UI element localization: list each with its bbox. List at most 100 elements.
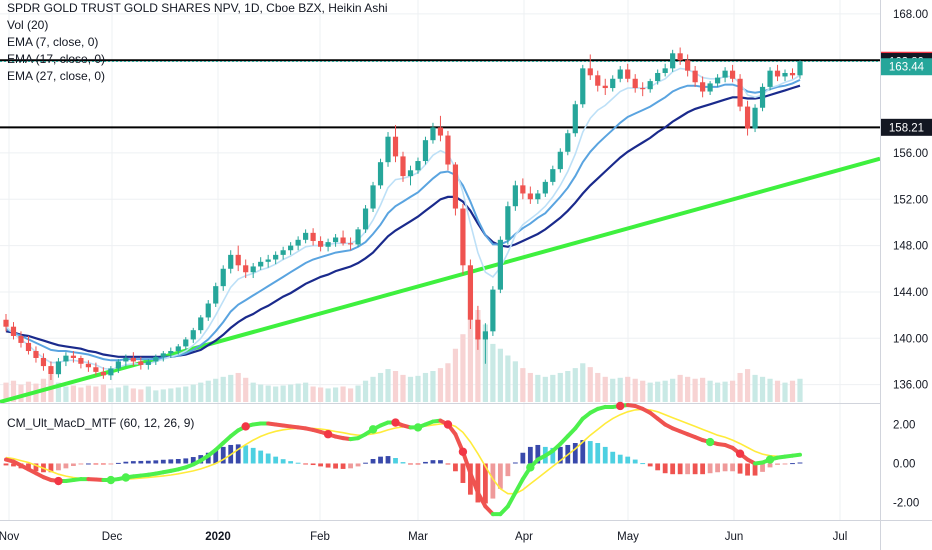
candle	[625, 69, 631, 79]
price-tag-label: 163.44	[889, 62, 925, 74]
candle	[85, 363, 91, 368]
macd-histogram-bar	[438, 460, 443, 464]
candle	[422, 140, 429, 162]
candle	[497, 239, 503, 290]
macd-histogram-bar	[692, 463, 698, 475]
candle	[25, 342, 32, 352]
price-tick-label: 156.00	[893, 148, 928, 160]
candle	[565, 133, 571, 152]
volume-bar	[220, 376, 226, 402]
volume-bar	[25, 381, 32, 402]
candle	[677, 53, 683, 61]
macd-histogram-bar	[572, 443, 578, 464]
ema17-line	[5, 78, 801, 362]
volume-bar	[213, 378, 219, 402]
price-tick-label: 152.00	[893, 194, 928, 206]
macd-histogram-bar	[303, 463, 309, 465]
macd-histogram-bar	[453, 463, 458, 472]
volume-bar	[243, 377, 249, 402]
macd-legend: CM_Ult_MacD_MTF (60, 12, 26, 9)	[7, 415, 194, 432]
volume-bar	[797, 378, 803, 402]
volume-bar	[123, 385, 129, 402]
volume-bar	[303, 382, 309, 402]
volume-bar	[332, 387, 339, 402]
candle	[205, 303, 211, 318]
volume-bar	[505, 355, 511, 402]
candle	[550, 169, 556, 182]
volume-bar	[752, 374, 758, 402]
macd-line-segment	[468, 471, 480, 495]
volume-bar	[580, 363, 586, 402]
volume-bar	[430, 371, 436, 402]
volume-bar	[782, 382, 788, 402]
candle	[377, 162, 384, 186]
macd-histogram-bar	[527, 446, 533, 464]
macd-histogram-bar	[482, 463, 488, 504]
candle	[602, 85, 608, 89]
volume-bar	[10, 380, 17, 402]
volume-bar	[325, 388, 331, 402]
volume-bar	[407, 376, 414, 402]
volume-bar	[789, 380, 796, 402]
candle	[48, 366, 54, 375]
macd-histogram-bar	[475, 463, 481, 503]
volume-bar	[355, 385, 361, 402]
candle	[782, 72, 788, 77]
price-tick-label: 140.00	[893, 333, 928, 345]
time-tick-label: Mar	[408, 531, 428, 543]
candle	[153, 356, 159, 362]
volume-bar	[655, 381, 661, 402]
macd-histogram-bar	[213, 449, 219, 464]
candle	[325, 242, 331, 247]
macd-histogram-bar	[93, 463, 99, 465]
volume-bar	[662, 380, 668, 402]
volume-bar	[685, 376, 691, 402]
macd-histogram-bar	[640, 463, 646, 465]
macd-histogram-bar	[26, 463, 31, 471]
macd-histogram-bar	[378, 456, 383, 464]
candle	[520, 185, 526, 194]
volume-bar	[415, 375, 421, 402]
volume-bar	[557, 372, 563, 402]
candle	[655, 72, 661, 82]
volume-bar	[235, 372, 241, 402]
candle	[295, 239, 301, 246]
volume-bar	[295, 383, 301, 402]
volume-bar	[370, 376, 376, 402]
price-tag-label: 158.21	[889, 122, 924, 134]
volume-bar	[145, 386, 151, 402]
macd-histogram-bar	[557, 446, 563, 464]
candle	[430, 127, 436, 141]
macd-line-segment	[475, 490, 488, 509]
candle	[10, 326, 17, 336]
candle	[789, 72, 796, 76]
candle	[355, 229, 361, 245]
macd-histogram-bar	[71, 463, 76, 467]
macd-histogram-bar	[175, 458, 181, 464]
volume-bar	[715, 382, 721, 402]
macd-histogram-bar	[625, 456, 631, 464]
volume-bar	[377, 372, 384, 402]
candle	[370, 185, 376, 209]
volume-bar	[445, 363, 451, 402]
candle	[228, 254, 234, 269]
macd-histogram-bar	[123, 461, 129, 464]
macd-histogram-bar	[685, 463, 691, 475]
price-tag-bg	[881, 58, 932, 76]
candle	[647, 81, 653, 90]
legend-ema27: EMA (27, close, 0)	[7, 69, 106, 83]
candle	[310, 232, 316, 241]
macd-histogram-bar	[730, 463, 735, 472]
macd-histogram-bar	[745, 463, 750, 476]
macd-cross-marker	[616, 401, 625, 411]
volume-bar	[535, 374, 541, 402]
candle	[527, 193, 533, 200]
macd-histogram-bar	[78, 463, 84, 465]
volume-bar	[115, 387, 121, 402]
macd-cross-marker	[54, 476, 63, 486]
macd-histogram-bar	[767, 463, 773, 468]
volume-bar	[265, 385, 271, 402]
volume-bar	[280, 385, 286, 402]
candle	[235, 254, 241, 266]
